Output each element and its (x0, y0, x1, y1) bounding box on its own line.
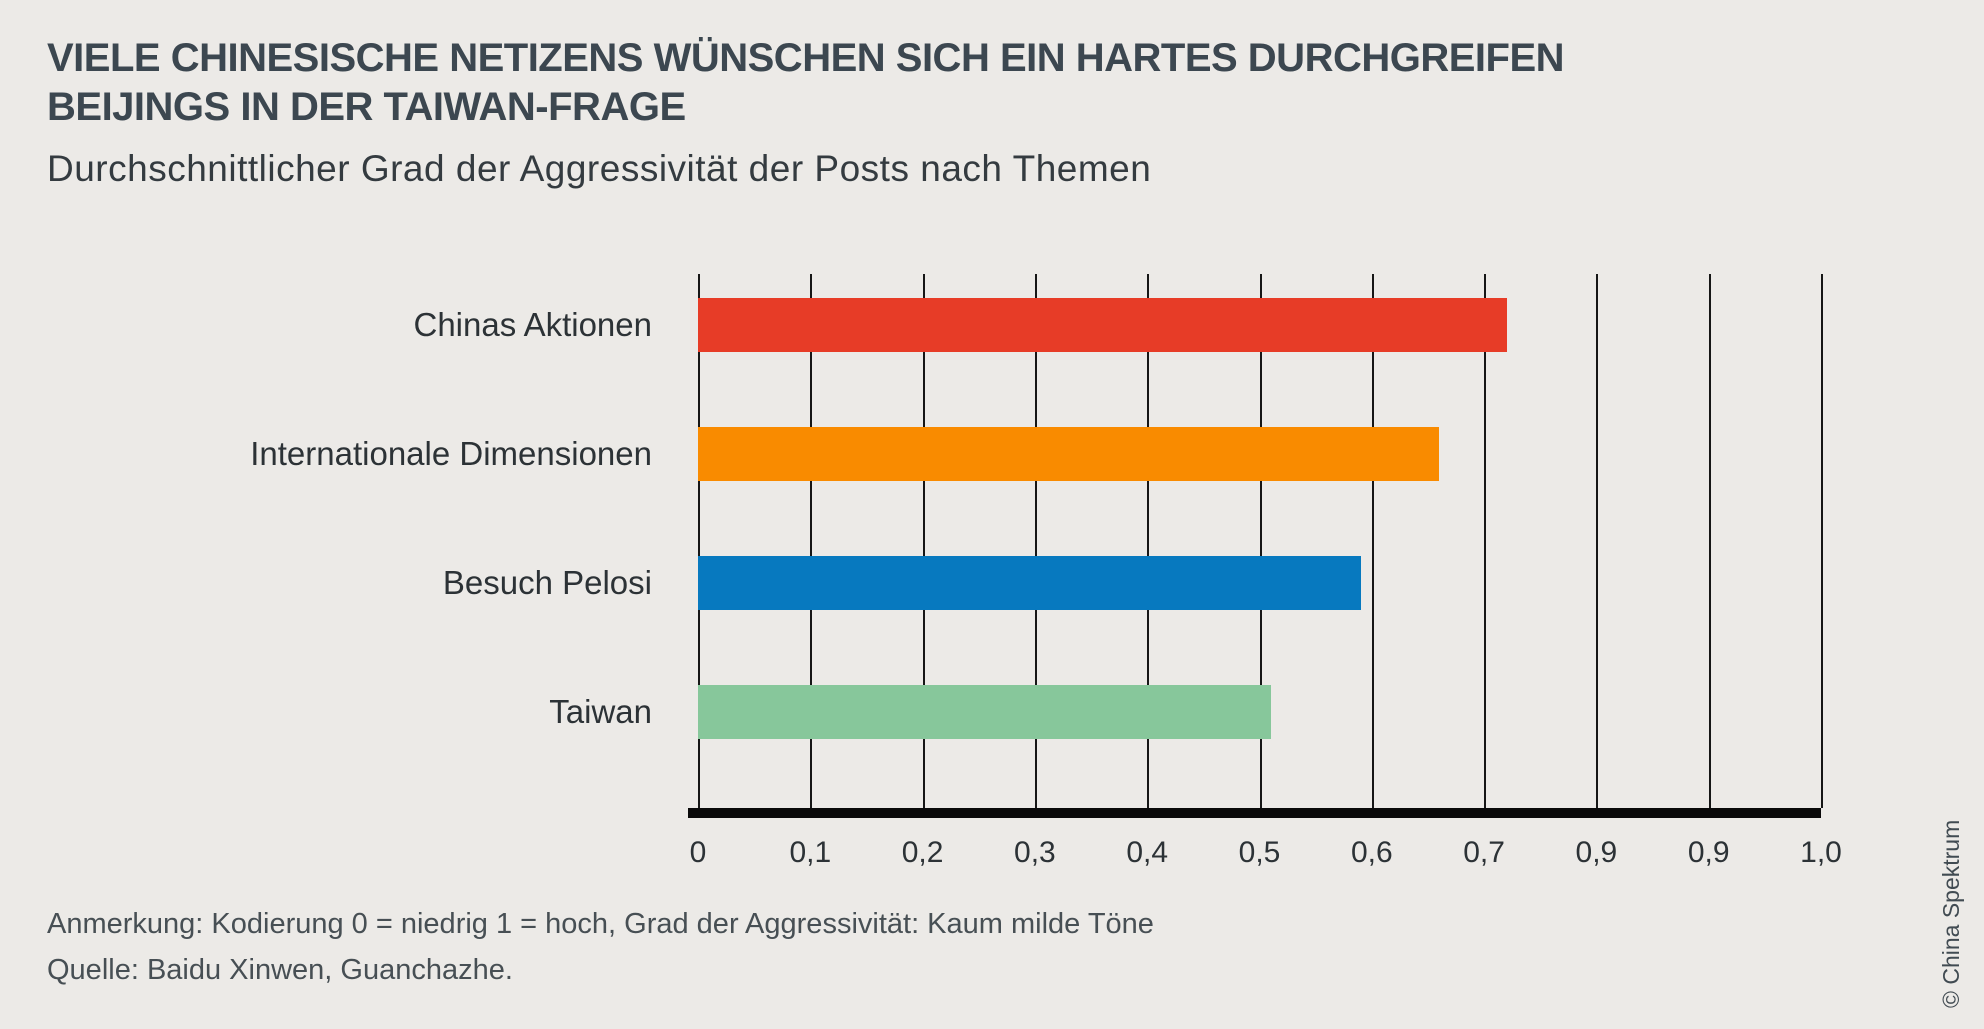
category-labels: Chinas Aktionen Internationale Dimensione… (0, 274, 652, 808)
gridline (1147, 274, 1150, 808)
x-tick-label: 0,9 (1575, 836, 1618, 869)
gridline (1708, 274, 1711, 808)
x-tick-label: 0,5 (1238, 836, 1281, 869)
gridline (1484, 274, 1487, 808)
gridline (922, 274, 925, 808)
chart-subtitle: Durchschnittlicher Grad der Aggressivitä… (47, 148, 1152, 189)
source-text: Quelle: Baidu Xinwen, Guanchazhe. (47, 954, 513, 986)
gridline (1596, 274, 1599, 808)
x-tick-label: 0,4 (1126, 836, 1169, 869)
bar-besuch-pelosi (698, 556, 1361, 610)
gridline (1034, 274, 1037, 808)
x-tick-label: 0,7 (1463, 836, 1505, 869)
x-tick-label: 0,1 (789, 836, 832, 869)
chart-footer: Anmerkung: Kodierung 0 = niedrig 1 = hoc… (47, 901, 1154, 993)
gridline (1371, 274, 1374, 808)
x-tick-label: 0 (689, 836, 707, 869)
x-tick-label: 0,6 (1350, 836, 1393, 869)
copyright-credit: © China Spektrum (1938, 819, 1964, 1008)
x-tick-label: 0,3 (1014, 836, 1056, 869)
gridline (698, 274, 700, 808)
x-tick-label: 1,0 (1800, 836, 1842, 869)
category-label: Taiwan (549, 693, 652, 730)
note-text: Anmerkung: Kodierung 0 = niedrig 1 = hoc… (47, 908, 1154, 940)
chart-title-line-2: BEIJINGS IN DER TAIWAN-FRAGE (47, 85, 686, 129)
x-tick-label: 0,9 (1687, 836, 1730, 869)
chart-title-line-1: VIELE CHINESISCHE NETIZENS WÜNSCHEN SICH… (47, 36, 1565, 80)
gridline (1821, 274, 1823, 808)
gridline (810, 274, 813, 808)
chart-title: VIELE CHINESISCHE NETIZENS WÜNSCHEN SICH… (47, 34, 1565, 132)
category-label: Internationale Dimensionen (250, 435, 652, 472)
category-label: Chinas Aktionen (413, 306, 653, 343)
x-axis-line (688, 808, 1821, 818)
bar-chinas-aktionen (698, 298, 1507, 352)
bar-internationale-dimensionen (698, 427, 1439, 481)
chart-header: VIELE CHINESISCHE NETIZENS WÜNSCHEN SICH… (47, 34, 1565, 132)
plot-area (688, 274, 1823, 818)
category-label: Besuch Pelosi (442, 564, 652, 601)
x-axis-tick-labels: 0 0,1 0,2 0,3 0,4 0,5 0,6 0,7 0,9 0,9 1,0 (690, 836, 1842, 876)
x-tick-label: 0,2 (901, 836, 944, 869)
gridline (1259, 274, 1262, 808)
bar-taiwan (698, 685, 1271, 739)
